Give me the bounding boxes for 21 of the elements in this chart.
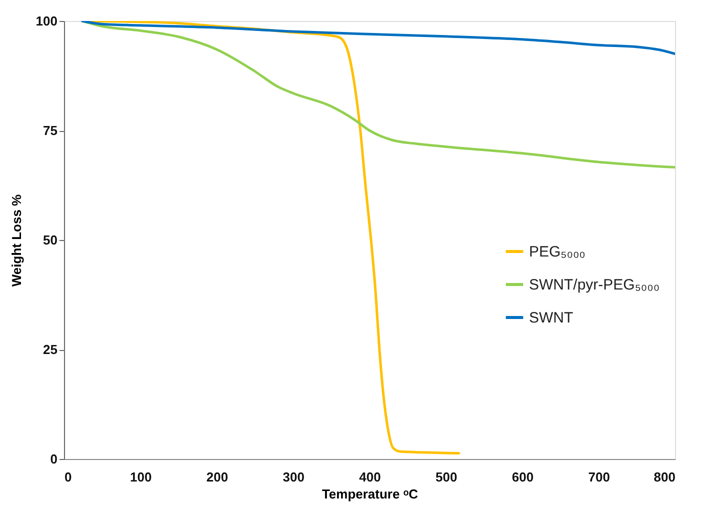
x-tick-label: 500 [436, 470, 458, 484]
x-tick-label: 700 [588, 470, 610, 484]
y-tick-label: 0 [50, 452, 58, 466]
legend-label: SWNT/pyr-PEG₅₀₀₀ [529, 276, 660, 294]
y-tick-label: 75 [43, 123, 58, 138]
x-tick-label: 800 [654, 470, 676, 484]
legend-label: PEG₅₀₀₀ [529, 244, 586, 260]
x-tick-label: 300 [282, 470, 304, 484]
x-tick-label: 100 [130, 470, 152, 484]
y-axis-title: Weight Loss % [8, 194, 24, 287]
x-tick-label: 400 [359, 470, 381, 484]
y-tick-label: 100 [36, 14, 58, 28]
x-tick-label: 200 [206, 470, 228, 484]
x-tick-label: 600 [512, 470, 534, 484]
legend-label: SWNT [529, 310, 574, 326]
y-tick-label: 25 [43, 342, 58, 357]
y-tick-label: 50 [43, 232, 58, 248]
line-series [81, 21, 675, 169]
x-tick-label: 0 [64, 470, 72, 484]
line-series [81, 21, 675, 56]
x-axis-title: Temperature ᵒC [322, 486, 419, 502]
